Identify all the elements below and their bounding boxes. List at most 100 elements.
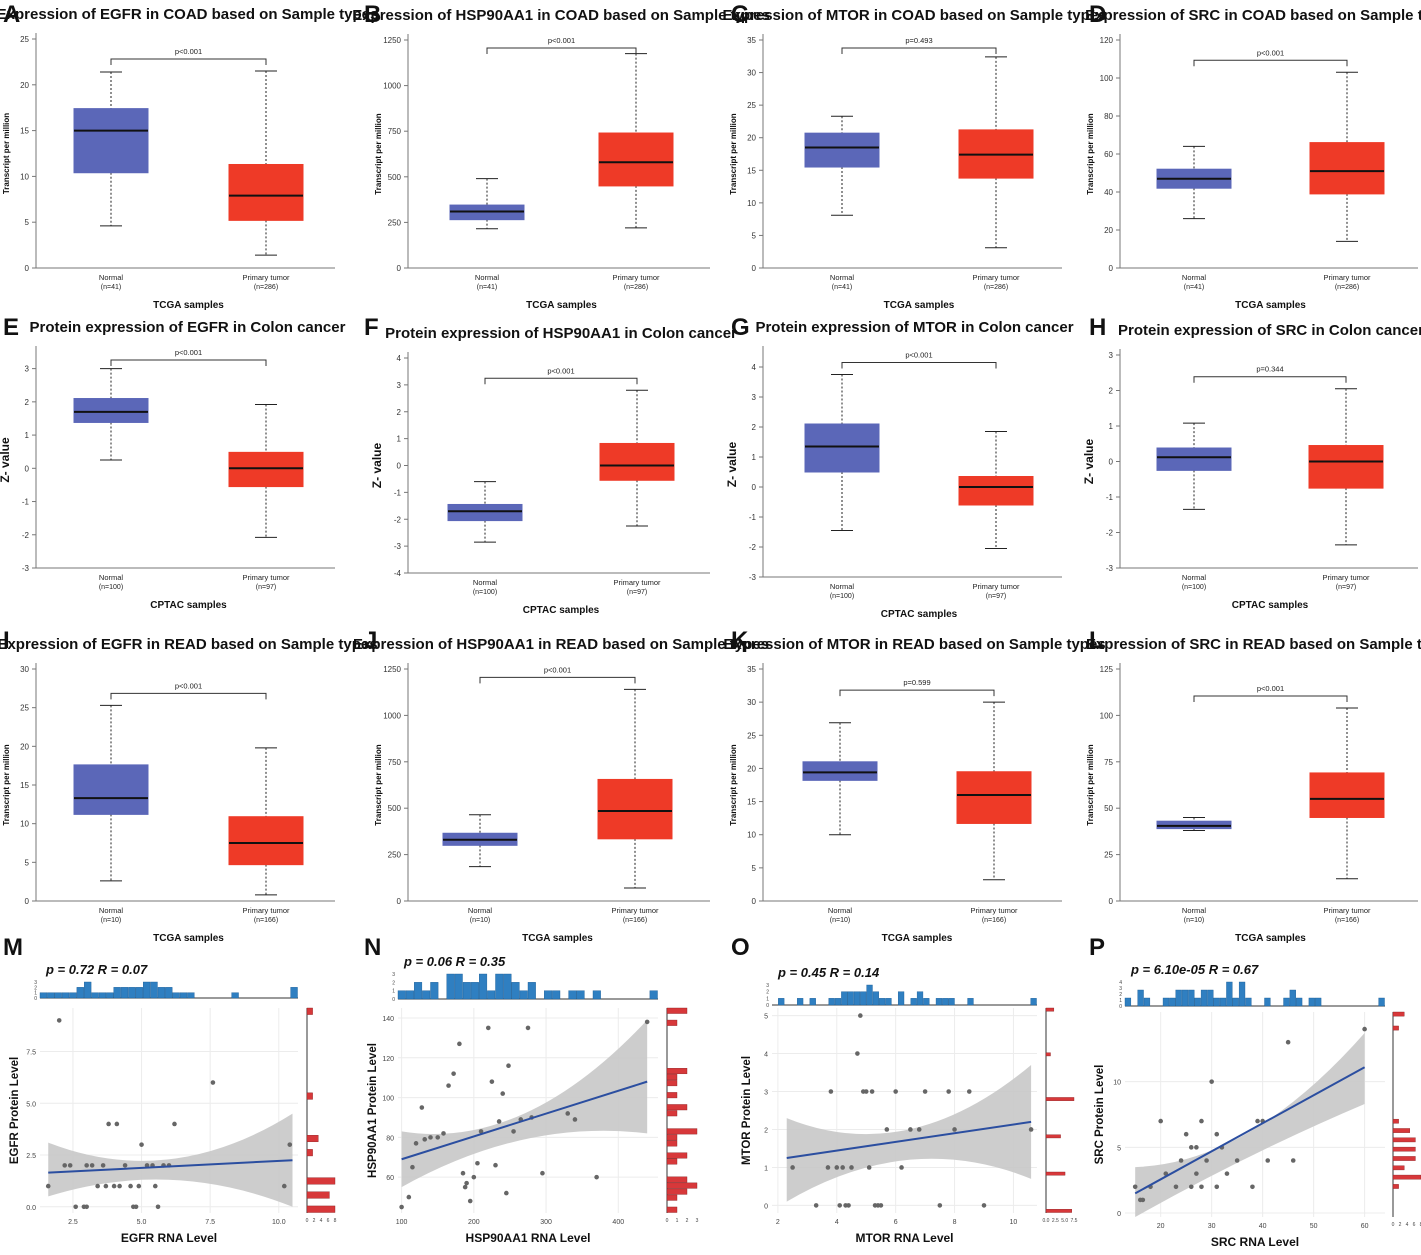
significance-bracket (839, 689, 995, 697)
x-tick-label: 100 (396, 1219, 408, 1226)
top-hist-bar (1188, 989, 1195, 1007)
right-hist-tick: 8 (334, 1218, 337, 1224)
right-hist-bar (666, 1007, 688, 1014)
scatter-point (100, 1163, 106, 1168)
y-tick-label: 0 (397, 897, 402, 906)
x-category-n: (n=10) (470, 917, 490, 924)
y-axis-label: Transcript per million (2, 744, 11, 825)
x-category-n: (n=41) (832, 284, 852, 291)
y-tick-label: 3 (25, 365, 30, 374)
top-hist-bar (1181, 989, 1189, 1007)
top-hist-bar (1143, 997, 1151, 1007)
y-tick-label: 20 (1104, 226, 1113, 235)
x-axis-label: SRC RNA Level (1211, 1235, 1299, 1249)
scatter-point (62, 1163, 68, 1168)
top-hist-bar (1175, 989, 1182, 1007)
top-hist-bar (1030, 998, 1037, 1006)
x-tick-label: 7.5 (205, 1219, 215, 1226)
y-tick-label: 25 (20, 35, 29, 44)
y-tick-label: 20 (20, 81, 29, 90)
top-hist-bar (1308, 997, 1315, 1007)
y-tick-label: 7.5 (26, 1049, 36, 1056)
scatter-point (878, 1203, 884, 1208)
x-tick-label: 60 (1361, 1223, 1369, 1230)
top-hist-bar (967, 998, 974, 1006)
right-hist-bar (666, 1092, 678, 1099)
scatter-point (893, 1089, 898, 1094)
x-axis-label: HSP90AA1 RNA Level (466, 1231, 591, 1245)
y-tick-label: -4 (394, 569, 402, 578)
scatter-point (837, 1203, 843, 1208)
p-value-label: p<0.001 (1257, 684, 1284, 693)
right-hist-tick: 1 (676, 1218, 679, 1224)
p-value-label: p<0.001 (1257, 48, 1284, 57)
right-hist-bar (1392, 1025, 1399, 1031)
top-hist-bar (847, 991, 854, 1006)
x-category-label: Primary tumor (612, 273, 660, 282)
x-category-label: Primary tumor (613, 578, 661, 587)
x-axis-label: CPTAC samples (523, 605, 600, 616)
confidence-band (786, 1064, 1032, 1202)
x-category-n: (n=97) (256, 584, 276, 591)
right-hist-bar (1045, 1007, 1055, 1012)
x-category-label: Primary tumor (972, 582, 1020, 591)
x-tick-label: 10 (1010, 1219, 1018, 1226)
x-category-label: Primary tumor (242, 906, 290, 915)
right-hist-bar (1392, 1128, 1410, 1133)
x-category-n: (n=41) (1184, 284, 1204, 291)
y-tick-label: 25 (747, 731, 756, 740)
y-tick-label: 20 (20, 742, 29, 751)
scatter-point (155, 1204, 161, 1210)
p-value-label: p<0.001 (544, 665, 571, 674)
top-hist-bar (511, 982, 520, 1000)
top-hist-tick: 2 (1119, 992, 1122, 998)
y-tick-label: 25 (747, 101, 756, 110)
y-tick-label: 0 (25, 464, 30, 473)
x-category-n: (n=166) (623, 917, 647, 924)
scatter-point (122, 1163, 128, 1168)
x-category-n: (n=41) (477, 284, 497, 291)
y-tick-label: 3 (764, 1090, 768, 1097)
right-hist-bar (666, 1140, 678, 1147)
top-hist-bar (923, 998, 930, 1006)
top-hist-bar (84, 981, 92, 999)
top-hist-bar (1283, 997, 1290, 1007)
y-axis-label: Z- value (370, 443, 384, 489)
scatter-point (572, 1117, 578, 1122)
stats-label: p = 0.45 R = 0.14 (777, 965, 880, 980)
box-tumor (228, 70, 304, 256)
y-tick-label: 30 (20, 665, 29, 674)
top-hist-bar (942, 998, 949, 1006)
scatter-point (451, 1071, 456, 1076)
box-iqr (599, 442, 675, 481)
panel-letter: K (731, 627, 749, 654)
y-tick-label: 250 (388, 851, 402, 860)
right-hist-tick: 0 (1392, 1222, 1395, 1228)
top-hist-bar (1213, 997, 1220, 1007)
scatter-point (1199, 1184, 1204, 1190)
x-category-label: Normal (99, 906, 124, 915)
x-category-n: (n=10) (830, 917, 850, 924)
top-hist-bar (1194, 997, 1201, 1007)
top-hist-bar (1238, 981, 1246, 1007)
scatter-point (467, 1198, 473, 1204)
scatter-point (1214, 1131, 1220, 1137)
significance-bracket (479, 676, 636, 684)
x-category-n: (n=100) (1182, 584, 1206, 591)
x-category-n: (n=286) (1335, 284, 1359, 291)
top-hist-bar (157, 987, 166, 999)
scatter-point (1178, 1158, 1184, 1163)
top-hist-bar (879, 998, 886, 1006)
y-axis-label: Transcript per million (374, 744, 383, 825)
right-hist-bar (666, 1206, 678, 1213)
y-tick-label: 0 (1109, 458, 1114, 467)
top-hist-tick: 1 (1119, 998, 1122, 1004)
scatter-point (419, 1105, 425, 1110)
scatter-point (500, 1091, 506, 1096)
scatter-point (457, 1041, 462, 1047)
panel-letter: H (1089, 314, 1106, 341)
scatter-point (834, 1165, 840, 1170)
